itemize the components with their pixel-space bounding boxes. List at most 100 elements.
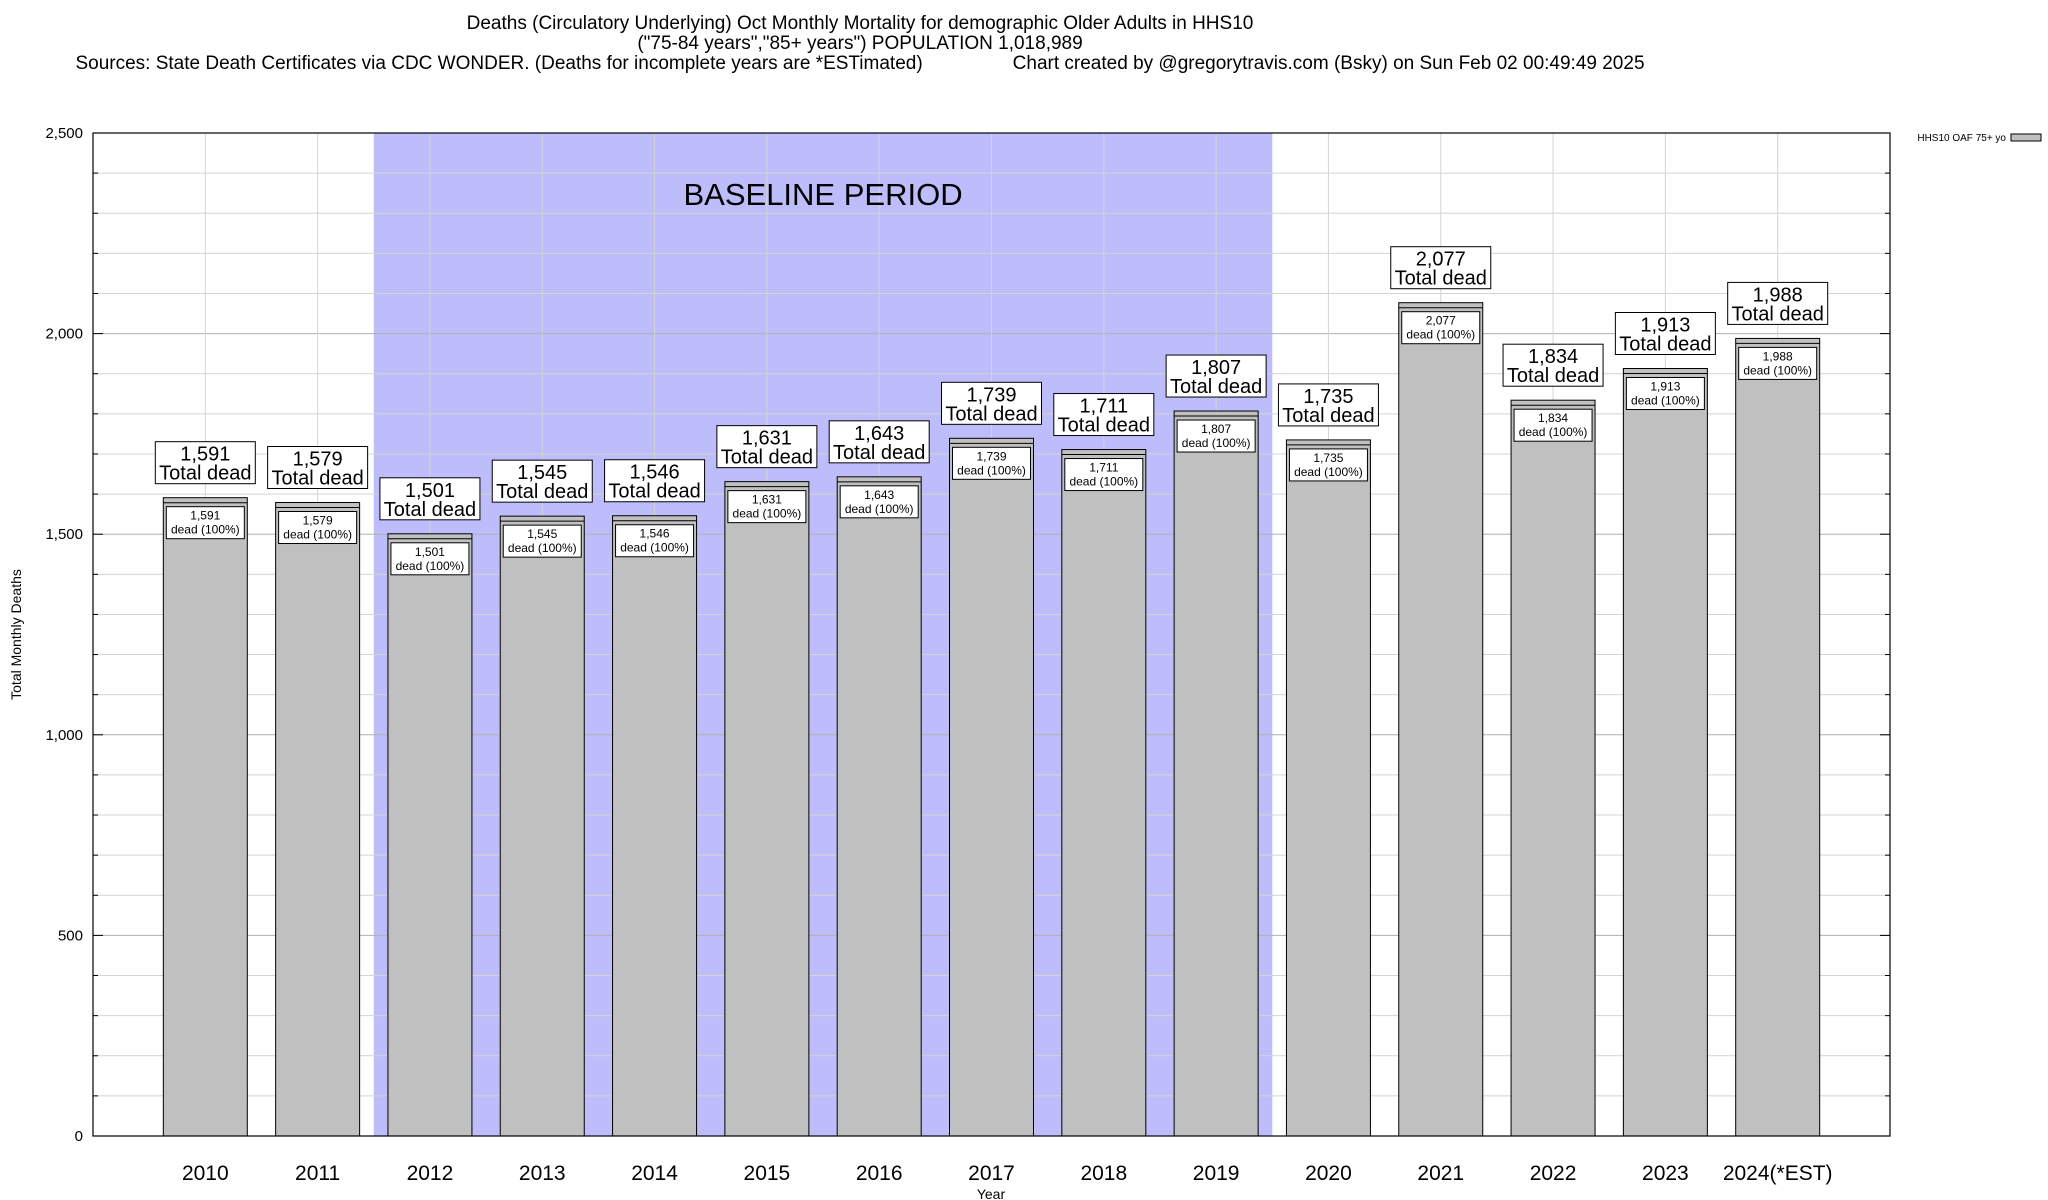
bar-inner-percent-label: dead (100%): [1182, 436, 1251, 450]
bar-total-suffix-label: Total dead: [1619, 334, 1711, 356]
bar-total-label-box: [716, 425, 818, 469]
bar-total-label-box: [941, 381, 1042, 425]
x-tick-label: 2021: [1417, 1162, 1464, 1185]
bar-total-value-label: 1,643: [854, 423, 904, 445]
bar-total-suffix-label: Total dead: [496, 481, 588, 503]
bar-total-value-label: 1,501: [405, 480, 455, 502]
bar-total-value-label: 1,913: [1640, 315, 1690, 337]
x-tick-label: 2016: [856, 1162, 903, 1185]
x-axis-label: Year: [977, 1186, 1006, 1200]
bar-inner-percent-label: dead (100%): [620, 541, 689, 555]
bar-inner-label-box: [1064, 458, 1144, 492]
baseline-period-label: BASELINE PERIOD: [683, 177, 962, 212]
bar-inner-value-label: 1,546: [640, 527, 670, 541]
bar-inner-label-box: [165, 506, 245, 540]
x-tick-label: 2018: [1080, 1162, 1127, 1185]
bar-total-suffix-label: Total dead: [1282, 405, 1374, 427]
bar-inner-value-label: 1,913: [1650, 380, 1680, 394]
bar-inner-label-box: [390, 542, 470, 576]
bar-total-value-label: 1,711: [1080, 396, 1129, 418]
bar: [724, 481, 810, 1137]
chart-sources-line: Sources: State Death Certificates via CD…: [0, 54, 1720, 74]
bar-inner-value-label: 1,834: [1538, 411, 1568, 425]
bar: [162, 497, 248, 1137]
x-tick-label: 2011: [295, 1162, 340, 1185]
y-tick-label: 0: [75, 1128, 83, 1145]
bar: [499, 515, 585, 1137]
x-tick-label: 2024(*EST): [1723, 1162, 1833, 1185]
bar-inner-value-label: 1,735: [1313, 451, 1343, 465]
x-tick-label: 2017: [968, 1162, 1015, 1185]
bar-total-label-box: [154, 441, 256, 485]
bar-total-value-label: 1,739: [966, 384, 1016, 406]
bar-inner-value-label: 2,077: [1426, 314, 1456, 328]
bar: [1173, 410, 1259, 1137]
bar-inner-value-label: 1,988: [1763, 349, 1793, 363]
bar-inner-label-box: [727, 490, 807, 524]
bar-total-label-box: [604, 459, 706, 503]
bar-inner-percent-label: dead (100%): [1069, 475, 1138, 489]
bar-inner-value-label: 1,711: [1089, 461, 1118, 475]
x-tick-label: 2019: [1193, 1162, 1240, 1185]
bar-inner-value-label: 1,631: [752, 493, 782, 507]
y-tick-label: 500: [58, 927, 83, 944]
bar-inner-value-label: 1,579: [303, 514, 333, 528]
bar-total-label-box: [1390, 246, 1492, 290]
bar-total-suffix-label: Total dead: [271, 468, 363, 490]
y-tick-label: 2,000: [45, 326, 83, 343]
bar-inner-percent-label: dead (100%): [1743, 363, 1812, 377]
bar-total-label-box: [1053, 393, 1155, 437]
bar-total-label-box: [491, 459, 593, 503]
x-tick-label: 2022: [1530, 1162, 1577, 1185]
bar-total-label-box: [1727, 281, 1829, 325]
bar-total-value-label: 1,579: [293, 449, 343, 471]
bar-inner-percent-label: dead (100%): [171, 523, 240, 537]
bar-total-value-label: 1,834: [1528, 346, 1578, 368]
bar-total-suffix-label: Total dead: [833, 442, 925, 464]
bar: [1735, 337, 1821, 1137]
bar: [1510, 399, 1596, 1137]
x-tick-label: 2023: [1642, 1162, 1689, 1185]
bar-total-label-box: [828, 420, 930, 464]
bar-total-suffix-label: Total dead: [1732, 303, 1824, 325]
chart-credit: Chart created by @gregorytravis.com (Bsk…: [1012, 53, 1645, 74]
bar: [949, 437, 1034, 1137]
bar: [1622, 368, 1708, 1137]
bar-inner-label-box: [1513, 408, 1593, 442]
bar-inner-value-label: 1,591: [190, 509, 220, 523]
bar: [387, 533, 473, 1137]
bar-inner-label-box: [502, 524, 582, 558]
bar-inner-label-box: [278, 511, 358, 545]
bar-total-suffix-label: Total dead: [721, 447, 813, 469]
x-tick-label: 2013: [519, 1162, 566, 1185]
bar-total-label-box: [1277, 383, 1379, 427]
bar-inner-label-box: [1401, 311, 1481, 345]
y-axis-label: Total Monthly Deaths: [8, 569, 24, 700]
bar-inner-percent-label: dead (100%): [1631, 394, 1700, 408]
bar-total-suffix-label: Total dead: [159, 463, 251, 485]
bar-inner-percent-label: dead (100%): [1519, 425, 1588, 439]
bar-total-value-label: 1,631: [742, 428, 792, 450]
y-tick-label: 1,500: [45, 526, 83, 543]
bar: [275, 502, 361, 1137]
bar-inner-value-label: 1,501: [415, 545, 445, 559]
bar-inner-percent-label: dead (100%): [1294, 465, 1363, 479]
chart-sources: Sources: State Death Certificates via CD…: [75, 53, 923, 74]
bar: [1285, 439, 1371, 1137]
bar: [836, 476, 922, 1137]
x-tick-label: 2020: [1305, 1162, 1352, 1185]
bar-total-label-box: [379, 477, 481, 521]
x-tick-label: 2014: [631, 1162, 678, 1185]
bar: [1398, 302, 1484, 1137]
bar-inner-label-box: [1738, 346, 1818, 380]
bar-total-label-box: [1165, 354, 1267, 398]
bar-inner-label-box: [615, 524, 695, 558]
x-tick-label: 2010: [182, 1162, 229, 1185]
bar-total-value-label: 1,546: [630, 462, 680, 484]
plot-frame: [92, 132, 1891, 1137]
bar-total-suffix-label: Total dead: [1507, 365, 1599, 387]
bar-total-value-label: 1,807: [1191, 357, 1241, 379]
bar-inner-value-label: 1,643: [864, 488, 894, 502]
bar-total-suffix-label: Total dead: [945, 403, 1037, 425]
